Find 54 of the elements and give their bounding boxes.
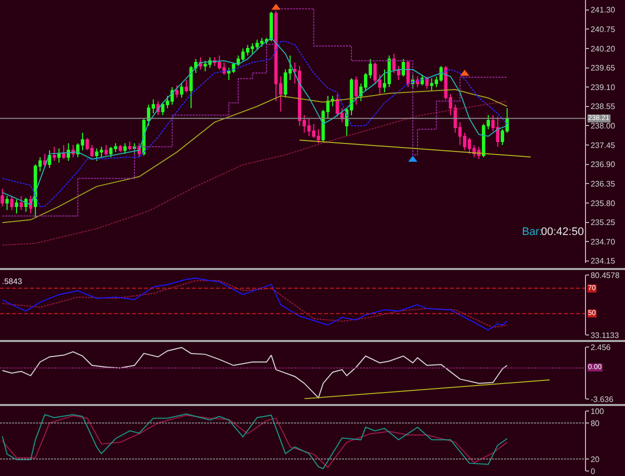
candlestick: [109, 146, 113, 158]
candlestick: [128, 141, 132, 151]
y-tick-label: 234.70: [590, 237, 616, 246]
y-tick-label: 238.55: [590, 102, 616, 112]
y-tick-label: 236.35: [590, 179, 616, 188]
y-tick-label: 20: [590, 454, 600, 464]
y-tick-label: 234.15: [590, 256, 616, 266]
candlestick: [402, 58, 406, 78]
y-tick-label: 237.45: [590, 140, 616, 150]
candlestick: [52, 146, 56, 162]
candlestick: [0, 188, 4, 207]
y-tick-label: 0: [590, 466, 596, 476]
candlestick: [43, 153, 46, 168]
line-series: [2, 347, 508, 398]
y-tick-label: 240.20: [590, 44, 616, 54]
candlestick: [20, 195, 23, 210]
candlestick: [62, 144, 66, 160]
y-tick-label: 80: [590, 418, 600, 428]
candlestick: [198, 56, 202, 70]
y-tick-label: 235.80: [590, 198, 616, 208]
y-tick-label: 238.00: [590, 122, 616, 131]
candlestick: [104, 144, 108, 156]
y-tick-label: 2.456: [590, 342, 612, 352]
candlestick: [378, 74, 382, 95]
y-tick-label: 241.30: [590, 6, 616, 15]
y-tick-label: 240.75: [590, 24, 616, 34]
candlestick: [10, 195, 14, 210]
y-tick-label: 239.10: [590, 82, 616, 92]
y-tick-label: 236.90: [590, 160, 616, 170]
line-series: [2, 89, 508, 224]
candlestick: [373, 62, 377, 84]
y-tick-label: 80.4578: [590, 270, 620, 280]
candlestick: [123, 142, 127, 154]
candlestick: [14, 198, 18, 214]
line-series: [2, 100, 508, 246]
y-tick-label: 235.25: [590, 218, 616, 228]
candlestick: [184, 80, 188, 93]
candlestick: [5, 195, 9, 210]
candlestick: [416, 76, 420, 88]
annotation: Bar:: [522, 226, 542, 238]
y-tick-label: -3.636: [590, 394, 614, 404]
y-tick-label: 33.1133: [590, 330, 620, 340]
candlestick: [330, 95, 334, 107]
candlestick: [180, 83, 184, 98]
candlestick: [57, 148, 61, 164]
annotation: 00:42:50: [541, 226, 584, 238]
candlestick: [175, 84, 179, 98]
annotation: .5843: [2, 277, 23, 286]
y-tick-label: 100: [590, 406, 604, 416]
candlestick: [48, 150, 52, 168]
candlestick: [66, 142, 70, 162]
y-tick-label: 239.65: [590, 64, 616, 73]
candlestick: [354, 76, 358, 106]
candlestick: [118, 144, 122, 153]
